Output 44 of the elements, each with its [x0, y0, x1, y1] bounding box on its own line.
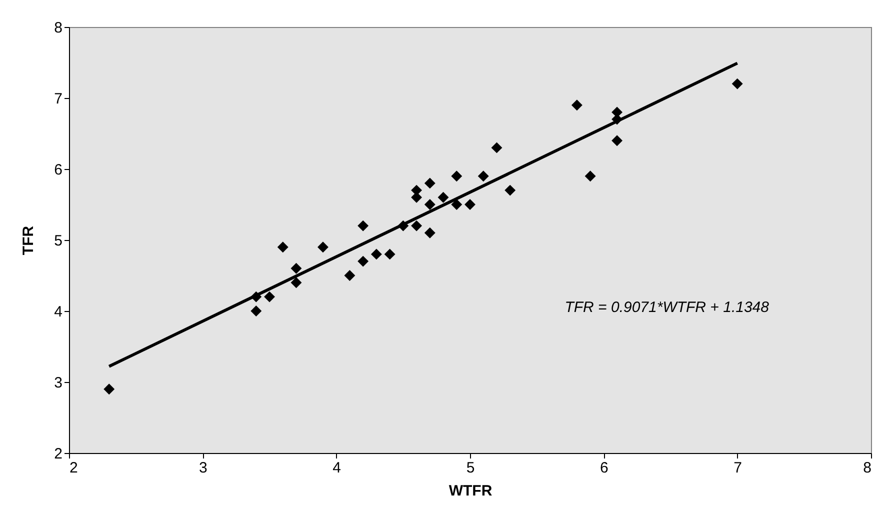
annotation: TFR = 0.9071*WTFR + 1.1348 [564, 299, 770, 316]
point [370, 248, 382, 260]
x-tick-label: 2 [70, 460, 78, 476]
point [504, 184, 516, 196]
y-tick-label: 4 [54, 304, 62, 320]
y-tick-label: 3 [54, 374, 62, 392]
point [411, 220, 422, 232]
x-tick-label: 8 [863, 460, 872, 476]
x-tick-label: 7 [734, 460, 742, 476]
point [317, 242, 328, 253]
point [290, 277, 302, 288]
point [104, 384, 115, 395]
point [384, 248, 396, 260]
point [358, 220, 369, 232]
point [277, 242, 288, 253]
y-tick-label: 2 [54, 446, 62, 462]
y-tick-label: 5 [54, 232, 62, 250]
point [250, 306, 262, 316]
point [451, 170, 462, 182]
point [264, 291, 275, 302]
point [491, 142, 502, 154]
y-tick-label: 8 [54, 20, 62, 36]
y-axis-title: TFR [20, 226, 38, 256]
point [424, 227, 436, 238]
point [424, 199, 436, 210]
point [344, 270, 356, 281]
point [358, 256, 369, 267]
y-tick-label: 7 [54, 90, 62, 108]
point [464, 199, 476, 210]
x-tick-label: 5 [466, 460, 475, 476]
x-axis-title: WTFR [448, 482, 492, 500]
point [571, 100, 582, 111]
point [451, 199, 462, 210]
point [290, 262, 302, 274]
y-tick-label: 6 [54, 162, 62, 178]
point [478, 170, 489, 182]
point [612, 135, 623, 146]
x-tick-label: 6 [600, 460, 608, 476]
point [584, 170, 596, 182]
point [424, 178, 436, 189]
x-tick-label: 4 [332, 460, 342, 476]
x-tick-label: 3 [198, 460, 208, 476]
point [732, 78, 743, 90]
point [438, 192, 449, 203]
